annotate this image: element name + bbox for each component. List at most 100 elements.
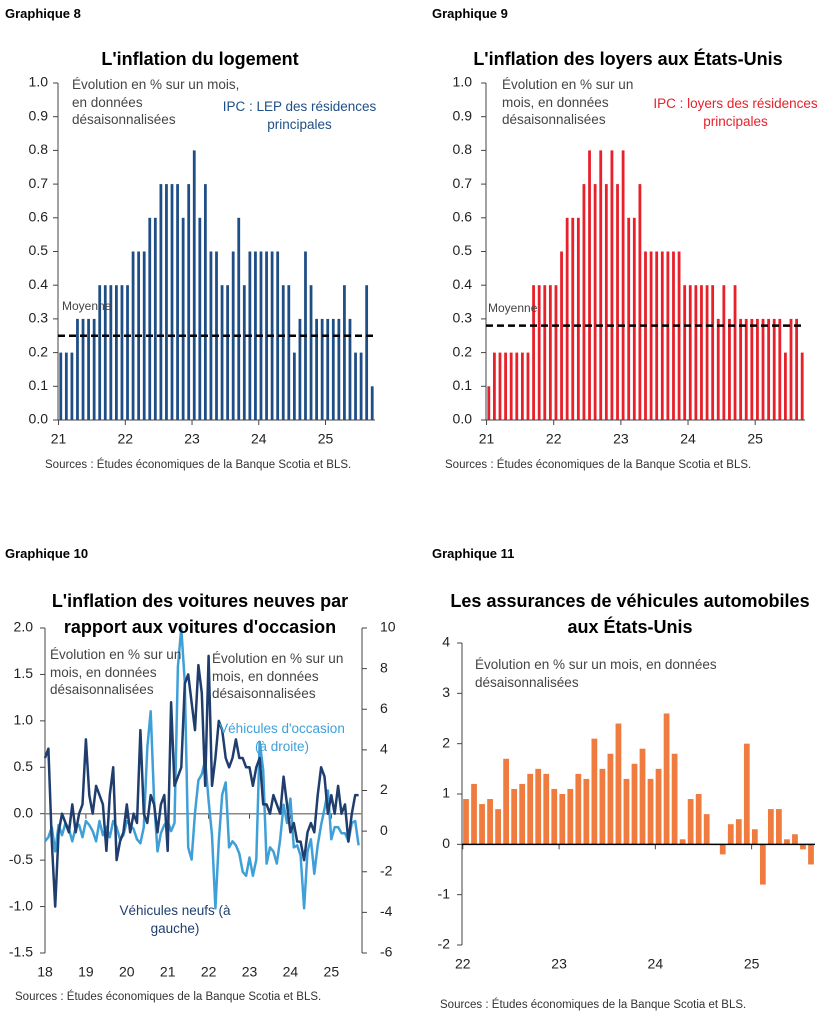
bar bbox=[733, 285, 737, 420]
chart-title: Les assurances de véhicules automobiles … bbox=[450, 591, 810, 638]
y2-tick-label: 10 bbox=[380, 619, 396, 635]
bar bbox=[687, 799, 694, 845]
bar bbox=[126, 285, 129, 420]
x-tick-label: 21 bbox=[160, 964, 176, 980]
bar bbox=[176, 184, 179, 420]
series-label: Véhicules neufs (à gauche) bbox=[119, 903, 231, 936]
x-tick-label: 25 bbox=[324, 964, 340, 980]
bar bbox=[315, 318, 318, 420]
bar bbox=[254, 251, 257, 420]
series-label: IPC : LEP des résidences principales bbox=[222, 99, 377, 132]
y2-tick-label: 0 bbox=[380, 822, 388, 838]
y-tick-label: 3 bbox=[442, 684, 450, 700]
bar bbox=[744, 318, 748, 420]
bar bbox=[722, 285, 726, 420]
bar bbox=[231, 251, 235, 420]
figure-label: Graphique 10 bbox=[5, 546, 89, 561]
y-tick-label: 0 bbox=[442, 835, 450, 851]
x-tick-label: 25 bbox=[318, 431, 334, 447]
bar bbox=[583, 778, 590, 845]
bar bbox=[599, 768, 606, 845]
annotation: Évolution en % sur un mois, en données d… bbox=[475, 657, 717, 690]
series-line bbox=[44, 626, 360, 910]
bar bbox=[610, 150, 614, 420]
chart-title: L'inflation du logement bbox=[101, 49, 299, 69]
bar bbox=[784, 352, 787, 420]
bar bbox=[756, 318, 759, 420]
y-tick-label: 0.6 bbox=[453, 209, 473, 225]
bar bbox=[632, 217, 636, 420]
bar bbox=[87, 318, 90, 420]
y-tick-label: 0.0 bbox=[453, 411, 473, 427]
x-tick-label: 23 bbox=[242, 964, 258, 980]
bar bbox=[237, 217, 241, 420]
bar bbox=[683, 285, 687, 420]
bar bbox=[548, 285, 552, 420]
y2-tick-label: 4 bbox=[380, 741, 388, 757]
bar bbox=[170, 184, 174, 420]
bar bbox=[751, 829, 758, 845]
bar bbox=[503, 758, 510, 845]
bar bbox=[582, 184, 586, 420]
bar bbox=[59, 352, 63, 420]
bar bbox=[120, 285, 124, 420]
bar bbox=[795, 318, 799, 420]
bar bbox=[599, 150, 603, 420]
bar bbox=[716, 318, 720, 420]
bar bbox=[623, 778, 630, 845]
bar bbox=[728, 318, 731, 420]
source-note: Sources : Études économiques de la Banqu… bbox=[440, 999, 747, 1011]
bar bbox=[492, 352, 496, 420]
bar bbox=[153, 217, 157, 420]
y-tick-label: 0.2 bbox=[29, 343, 49, 359]
bar bbox=[631, 763, 638, 845]
y-tick-label: -0.5 bbox=[9, 851, 33, 867]
y-tick-label: -1.0 bbox=[9, 897, 33, 913]
y-tick-label: 0.1 bbox=[453, 377, 473, 393]
x-tick-label: 21 bbox=[479, 431, 495, 447]
bar bbox=[198, 217, 202, 420]
x-tick-label: 24 bbox=[283, 964, 299, 980]
y-tick-label: 1.0 bbox=[29, 74, 49, 90]
y-tick-label: 0.4 bbox=[29, 276, 49, 292]
bar bbox=[750, 318, 754, 420]
y-tick-label: 0.0 bbox=[29, 411, 49, 427]
x-tick-label: 19 bbox=[78, 964, 94, 980]
x-tick-label: 18 bbox=[37, 964, 53, 980]
bar bbox=[679, 839, 686, 845]
bar bbox=[639, 748, 646, 845]
bar bbox=[281, 285, 285, 420]
bar bbox=[567, 788, 574, 845]
bar bbox=[644, 251, 647, 420]
x-tick-label: 25 bbox=[744, 956, 760, 972]
y-tick-label: 0.3 bbox=[29, 310, 49, 326]
bar bbox=[515, 352, 519, 420]
y-tick-label: 2.0 bbox=[14, 619, 34, 635]
bar bbox=[498, 352, 502, 420]
bar bbox=[666, 251, 670, 420]
bar bbox=[109, 285, 113, 420]
y-tick-label: -2 bbox=[438, 936, 451, 952]
bar bbox=[694, 285, 698, 420]
bar bbox=[772, 318, 776, 420]
x-tick-label: 22 bbox=[118, 431, 134, 447]
bar bbox=[343, 285, 346, 420]
series-line bbox=[43, 654, 359, 908]
series-label: Véhicules d'occasion (à droite) bbox=[219, 721, 345, 754]
bar bbox=[337, 318, 341, 420]
bar bbox=[471, 783, 477, 845]
bar bbox=[627, 217, 631, 420]
bar bbox=[571, 217, 575, 420]
y-tick-label: 1.0 bbox=[14, 712, 34, 728]
series-label: IPC : loyers des résidences principales bbox=[653, 96, 818, 129]
bar bbox=[655, 251, 659, 420]
y2-tick-label: 6 bbox=[380, 700, 388, 716]
bar bbox=[527, 773, 534, 845]
annotation: Évolution en % sur un mois, en données d… bbox=[212, 651, 344, 702]
x-tick-label: 24 bbox=[680, 431, 696, 447]
y-tick-label: 0.4 bbox=[453, 276, 473, 292]
bar bbox=[660, 251, 664, 420]
bar bbox=[70, 352, 74, 420]
y-tick-label: 0.7 bbox=[29, 175, 49, 191]
